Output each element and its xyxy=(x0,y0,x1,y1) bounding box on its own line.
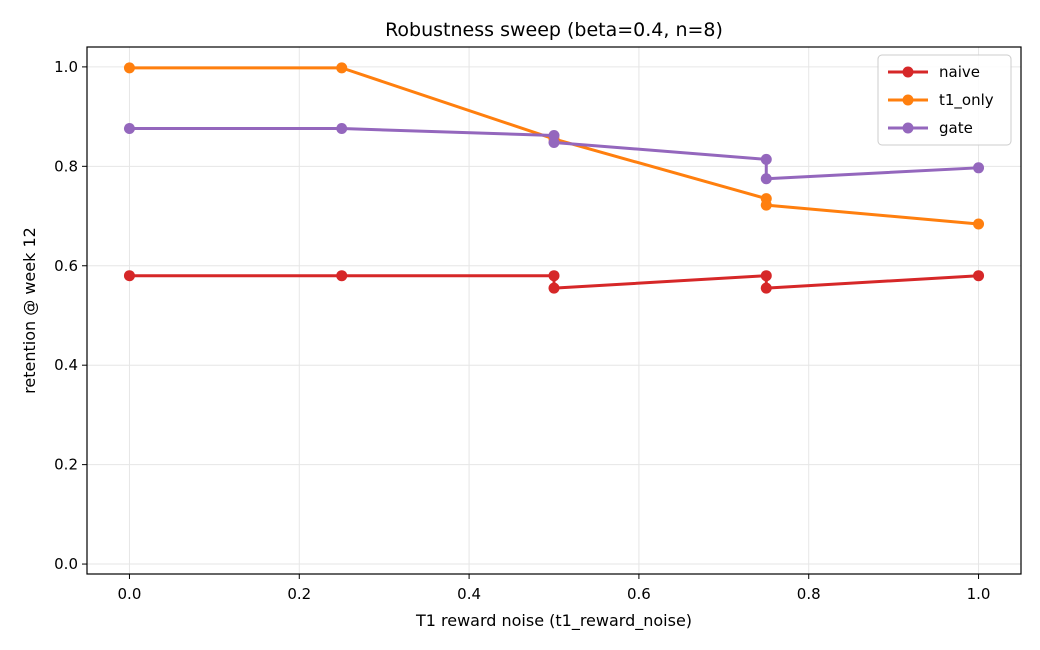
data-point-naive xyxy=(973,270,985,282)
x-tick-label: 0.4 xyxy=(457,585,481,603)
data-point-t1_only xyxy=(123,62,135,74)
y-tick-label: 0.4 xyxy=(54,356,78,374)
legend-swatch-marker xyxy=(902,66,914,78)
y-tick-label: 0.0 xyxy=(54,555,78,573)
legend-item-naive: naive xyxy=(888,63,980,81)
y-tick-label: 0.2 xyxy=(54,456,78,474)
axis-ticks: 0.0 0.2 0.4 0.6 0.8 1.0 0.0 0.2 0.4 0.6 0.8 1.0 xyxy=(54,58,990,603)
legend-item-gate: gate xyxy=(888,119,973,137)
x-tick-label: 1.0 xyxy=(967,585,991,603)
x-axis-label: T1 reward noise (t1_reward_noise) xyxy=(415,611,692,631)
legend-item-t1_only: t1_only xyxy=(888,91,994,110)
data-point-t1_only xyxy=(336,62,348,74)
data-point-gate xyxy=(760,153,772,165)
series-naive xyxy=(123,270,985,294)
x-tick-label: 0.8 xyxy=(797,585,821,603)
plot-frame xyxy=(86,46,1022,575)
legend-label: gate xyxy=(939,119,973,137)
data-point-gate xyxy=(336,123,348,135)
data-point-t1_only xyxy=(973,218,985,230)
legend-swatch-marker xyxy=(902,122,914,134)
x-tick-label: 0.2 xyxy=(287,585,311,603)
series-line-t1_only xyxy=(129,66,979,226)
chart-title: Robustness sweep (beta=0.4, n=8) xyxy=(385,19,723,41)
legend-box xyxy=(877,54,1012,146)
plot-series xyxy=(123,62,985,294)
y-axis-label: retention @ week 12 xyxy=(20,227,39,394)
data-point-naive xyxy=(123,270,135,282)
data-point-naive xyxy=(760,270,772,282)
legend-label: naive xyxy=(939,63,980,81)
y-tick-label: 0.8 xyxy=(54,157,78,175)
legend-swatch-marker xyxy=(902,94,914,106)
data-point-naive xyxy=(336,270,348,282)
y-tick-label: 1.0 xyxy=(54,58,78,76)
legend-label: t1_only xyxy=(939,91,994,110)
data-point-gate xyxy=(123,123,135,135)
data-point-naive xyxy=(548,270,560,282)
series-gate xyxy=(123,123,985,185)
data-point-gate xyxy=(973,162,985,174)
data-point-t1_only xyxy=(760,199,772,211)
x-tick-label: 0.6 xyxy=(627,585,651,603)
data-point-naive xyxy=(548,282,560,294)
data-point-gate xyxy=(760,173,772,185)
data-point-naive xyxy=(760,282,772,294)
x-tick-label: 0.0 xyxy=(118,585,142,603)
data-point-gate xyxy=(548,136,560,148)
y-tick-label: 0.6 xyxy=(54,257,78,275)
